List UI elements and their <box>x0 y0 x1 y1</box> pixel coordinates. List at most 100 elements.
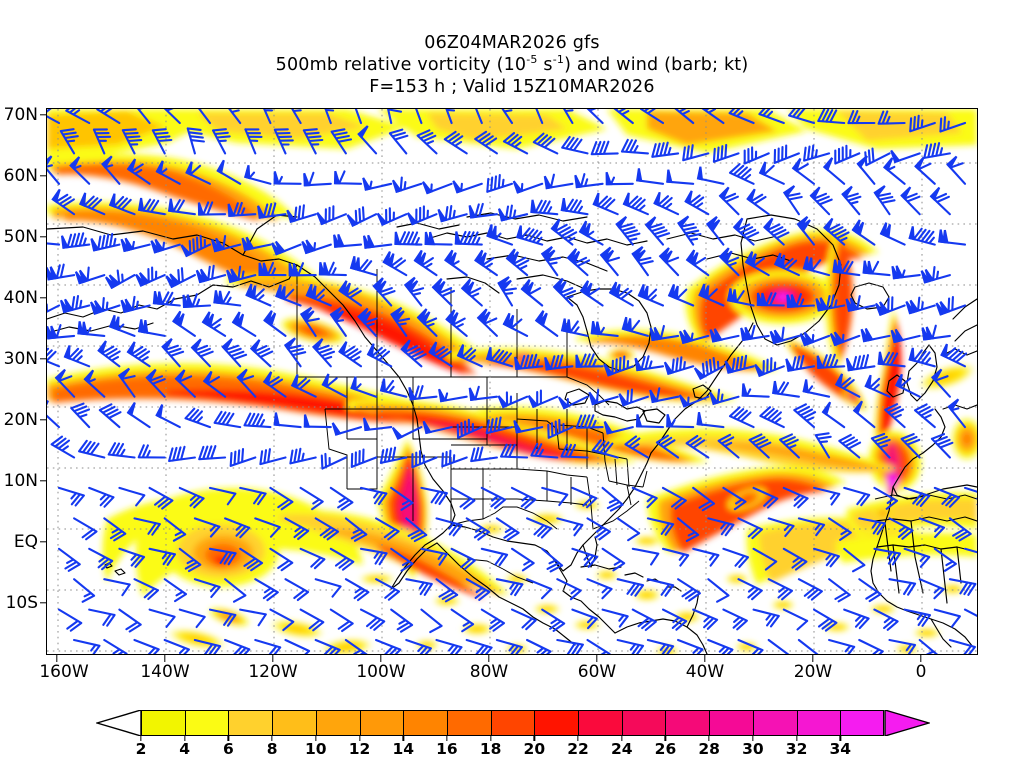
wind-barb <box>450 608 475 633</box>
wind-barb <box>73 578 96 603</box>
wind-barb-pennant <box>221 338 233 352</box>
wind-barb <box>133 578 160 601</box>
colorbar-tick-label: 34 <box>829 740 852 758</box>
wind-barb-pennant <box>782 185 796 198</box>
y-tick-mark <box>40 358 47 360</box>
wind-barb <box>571 547 599 568</box>
wind-barb <box>390 486 414 511</box>
wind-barb-pennant <box>47 266 59 281</box>
wind-barb <box>394 231 423 246</box>
wind-barb-pennant <box>786 294 798 308</box>
wind-barb <box>908 349 936 368</box>
wind-barb <box>858 517 886 536</box>
wind-barb-pennant <box>362 417 371 432</box>
wind-barb-pennant <box>816 355 824 369</box>
wind-barb-pennant <box>696 166 704 181</box>
wind-barb <box>541 547 564 573</box>
colorbar-segment <box>796 710 841 736</box>
wind-barb <box>547 418 574 439</box>
wind-barb-pennant <box>599 246 615 264</box>
colorbar-segment <box>315 710 360 736</box>
chart-title-block: 06Z04MAR2026 gfs 500mb relative vorticit… <box>0 32 1024 98</box>
wind-barb <box>502 132 529 155</box>
wind-barb-pennant <box>312 338 324 352</box>
wind-barb <box>797 517 826 537</box>
wind-barb <box>888 638 917 654</box>
wind-barb-pennant <box>286 209 297 223</box>
wind-barb <box>445 109 456 125</box>
wind-barb <box>57 547 81 572</box>
wind-barb <box>501 109 514 125</box>
wind-barb <box>797 638 819 654</box>
colorbar-tick-mark <box>577 736 579 741</box>
wind-barb <box>692 486 716 512</box>
wind-barb <box>601 608 629 628</box>
wind-barb-pennant <box>560 318 572 334</box>
wind-barb <box>948 517 972 542</box>
wind-barb <box>532 132 559 155</box>
colorbar-tick-label: 2 <box>135 740 147 758</box>
wind-barb-pennant <box>216 159 225 175</box>
wind-barb <box>674 109 695 125</box>
wind-barb <box>933 547 957 572</box>
wind-barb <box>485 416 514 435</box>
wind-barb <box>631 486 658 509</box>
wind-barb <box>96 109 121 125</box>
wind-barb-pennant <box>649 326 663 342</box>
wind-barb-pennant <box>117 367 131 381</box>
wind-barb-pennant <box>667 283 679 301</box>
wind-barb-pennant <box>202 370 213 386</box>
wind-barb-pennant <box>512 180 524 194</box>
wind-barb <box>63 347 91 368</box>
wind-barb <box>561 135 589 155</box>
wind-barb <box>420 547 448 566</box>
wind-barb <box>269 486 294 511</box>
wind-barb <box>620 138 649 155</box>
wind-barb <box>224 517 251 539</box>
wind-barb <box>834 144 861 165</box>
wind-barb <box>586 109 604 125</box>
wind-barb-pennant <box>195 268 210 284</box>
colorbar-tick-mark <box>227 736 230 741</box>
colorbar-tick-label: 4 <box>179 740 191 758</box>
wind-barb <box>884 403 906 429</box>
wind-barb-pennant <box>724 360 734 374</box>
wind-barb <box>375 517 400 541</box>
y-axis: 70N 60N 50N 40N 30N 20N 10N EQ 10S <box>0 105 47 655</box>
wind-barb <box>873 191 896 216</box>
wind-barb <box>817 109 846 125</box>
wind-barb <box>685 434 710 459</box>
wind-barb-pennant <box>852 400 863 415</box>
colorbar-segment <box>446 710 491 736</box>
wind-barb-pennant <box>366 343 375 358</box>
wind-barb <box>263 109 274 125</box>
wind-barb-pennant <box>543 175 553 190</box>
wind-barb <box>50 435 76 459</box>
wind-barb <box>752 608 780 628</box>
wind-barb <box>405 517 428 543</box>
colorbar-tick-mark <box>446 736 448 741</box>
wind-barb <box>291 109 302 125</box>
wind-barb <box>616 578 645 597</box>
wind-barb <box>803 144 831 162</box>
wind-barb-pennant <box>372 277 387 294</box>
wind-barb <box>923 142 951 159</box>
wind-barb <box>933 486 961 508</box>
wind-barb-pennant <box>862 260 874 275</box>
wind-barb <box>78 439 106 459</box>
wind-barb <box>350 448 378 468</box>
y-tick-mark <box>40 541 47 543</box>
wind-barb <box>239 547 264 572</box>
x-tick-label: 160W <box>39 662 89 682</box>
wind-barb <box>137 444 166 459</box>
colorbar-segment <box>534 710 579 736</box>
wind-barb <box>575 414 604 429</box>
wind-barb-pennant <box>108 314 120 332</box>
x-tick-mark <box>272 655 274 662</box>
wind-barb-pennant <box>126 158 137 173</box>
wind-barb <box>47 109 61 125</box>
wind-barb <box>163 109 181 125</box>
wind-barb-pennant <box>258 262 270 276</box>
wind-barb <box>843 486 871 507</box>
wind-barb <box>814 432 832 459</box>
